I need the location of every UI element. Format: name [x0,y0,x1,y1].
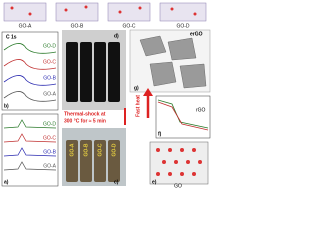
structure-label: GO-D [176,23,189,29]
top-structures [3,2,207,22]
panel-letter: e) [152,179,157,185]
series-label: GO-B [43,75,56,81]
panel-letter: f) [158,131,162,137]
series-label: GO-B [43,149,56,155]
panel-letter: g) [134,85,139,91]
material-label: rGO [196,107,206,113]
series-label: GO-C [43,59,56,65]
vials-light [66,140,120,182]
panel-title: C 1s [6,34,17,40]
panel-a-frame [1,113,59,187]
panel-letter: c) [114,179,119,185]
panel-letter: d) [114,33,119,39]
panel-f-frame [155,95,211,139]
tga-curves [157,99,209,131]
series-label: GO-D [43,43,56,49]
material-label: GO [174,183,182,189]
ergo-sheets [139,35,207,89]
vial-label: GO-B [83,143,89,156]
series-label: GO-D [43,121,56,127]
fast-heat-text: Fast heat [135,95,141,117]
xps-curves [3,43,57,102]
structure-label: GO-C [122,23,135,29]
structure-label: GO-A [19,23,32,29]
structure-label: GO-B [71,23,84,29]
vial-label: GO-C [97,143,103,156]
panel-letter: a) [4,179,9,185]
material-label: erGO [190,31,203,37]
fast-heat-head [143,88,153,96]
shock-text: Thermal-shock at [64,111,106,117]
vial-label: GO-A [69,143,75,156]
figure: GO-A GO-B GO-C GO-D C 1s GO-D GO-C GO-B GO-A b) GO… [1,2,211,189]
panel-letter: b) [4,103,9,109]
xrd-curves [3,119,57,171]
vial-label: GO-D [111,143,117,156]
vials-dark [66,42,120,102]
go-lattice [149,141,209,185]
shock-text: 300 °C for ≈ 5 min [64,118,106,124]
series-label: GO-A [43,91,56,97]
series-label: GO-A [43,163,56,169]
series-label: GO-C [43,135,56,141]
